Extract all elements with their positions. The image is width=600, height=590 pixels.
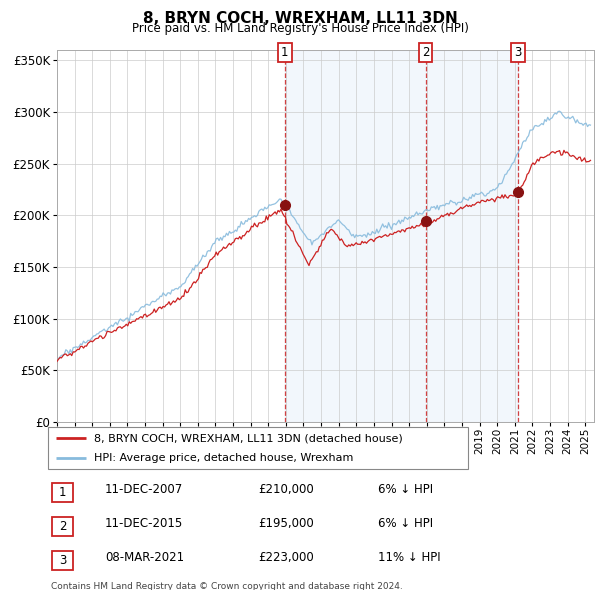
Text: 6% ↓ HPI: 6% ↓ HPI (378, 517, 433, 530)
FancyBboxPatch shape (52, 551, 73, 570)
Text: £223,000: £223,000 (258, 551, 314, 564)
Text: 3: 3 (59, 554, 66, 567)
Text: 08-MAR-2021: 08-MAR-2021 (105, 551, 184, 564)
FancyBboxPatch shape (52, 517, 73, 536)
FancyBboxPatch shape (52, 483, 73, 501)
Text: 6% ↓ HPI: 6% ↓ HPI (378, 483, 433, 496)
Text: 11-DEC-2007: 11-DEC-2007 (105, 483, 183, 496)
Text: 8, BRYN COCH, WREXHAM, LL11 3DN: 8, BRYN COCH, WREXHAM, LL11 3DN (143, 11, 457, 25)
FancyBboxPatch shape (48, 427, 468, 469)
Text: 8, BRYN COCH, WREXHAM, LL11 3DN (detached house): 8, BRYN COCH, WREXHAM, LL11 3DN (detache… (94, 433, 403, 443)
Text: 3: 3 (514, 45, 521, 59)
Text: 2: 2 (59, 520, 66, 533)
Text: HPI: Average price, detached house, Wrexham: HPI: Average price, detached house, Wrex… (94, 453, 353, 463)
Text: 11% ↓ HPI: 11% ↓ HPI (378, 551, 440, 564)
Text: £195,000: £195,000 (258, 517, 314, 530)
Bar (285, 50, 518, 422)
Text: 1: 1 (281, 45, 289, 59)
Text: Price paid vs. HM Land Registry's House Price Index (HPI): Price paid vs. HM Land Registry's House … (131, 22, 469, 35)
Text: 1: 1 (59, 486, 66, 499)
Text: 2: 2 (422, 45, 430, 59)
Text: 11-DEC-2015: 11-DEC-2015 (105, 517, 183, 530)
Text: £210,000: £210,000 (258, 483, 314, 496)
Text: Contains HM Land Registry data © Crown copyright and database right 2024.: Contains HM Land Registry data © Crown c… (51, 582, 403, 590)
